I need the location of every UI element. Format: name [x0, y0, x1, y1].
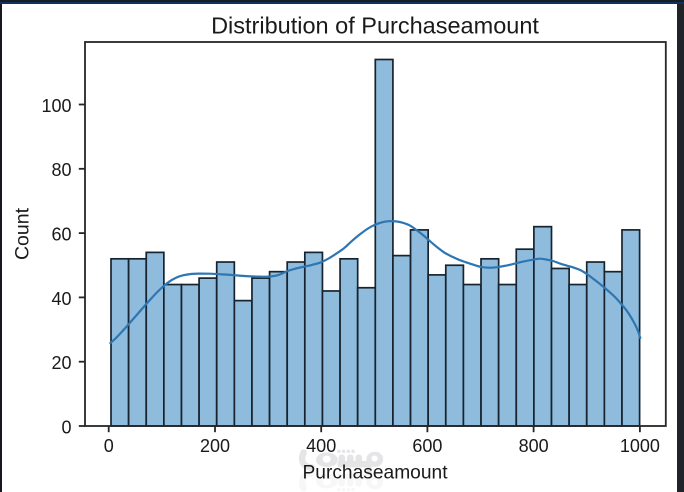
svg-text:80: 80 [51, 160, 71, 180]
svg-text:1000: 1000 [620, 436, 660, 456]
svg-text:200: 200 [200, 436, 230, 456]
svg-text:100: 100 [41, 96, 71, 116]
svg-text:20: 20 [51, 353, 71, 373]
svg-text:40: 40 [51, 289, 71, 309]
svg-text:Count: Count [12, 207, 34, 260]
svg-text:60: 60 [51, 225, 71, 245]
svg-text:Purchaseamount: Purchaseamount [302, 463, 448, 484]
svg-text:Distribution of Purchaseamount: Distribution of Purchaseamount [211, 13, 539, 39]
svg-text:0: 0 [104, 436, 114, 456]
svg-text:0: 0 [61, 417, 71, 437]
svg-text:400: 400 [306, 436, 336, 456]
svg-text:600: 600 [412, 436, 442, 456]
svg-text:800: 800 [519, 436, 549, 456]
